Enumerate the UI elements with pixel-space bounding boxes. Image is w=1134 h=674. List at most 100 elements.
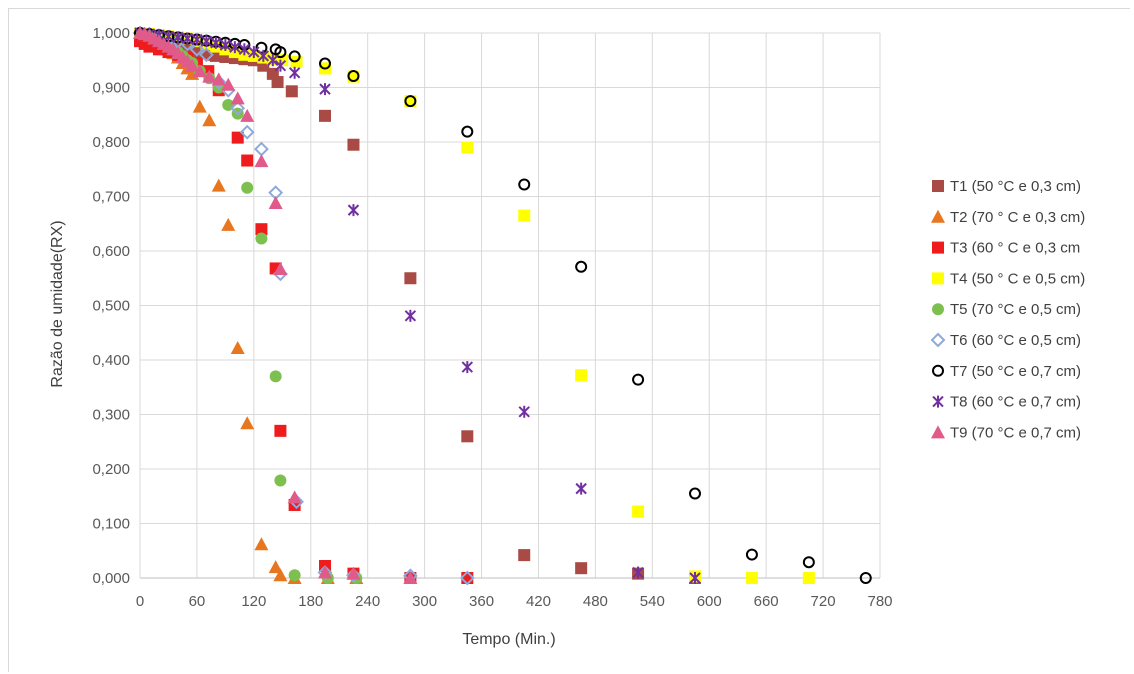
data-point (254, 537, 269, 551)
data-point (271, 76, 284, 89)
y-tick-label: 0,600 (92, 243, 130, 260)
data-point (221, 77, 236, 91)
data-point (257, 49, 270, 62)
legend-label: T8 (60 °C e 0,7 cm) (950, 394, 1081, 411)
data-point (241, 154, 254, 167)
data-point (274, 46, 287, 59)
data-point (240, 108, 255, 122)
data-point (461, 141, 474, 154)
data-point (347, 138, 360, 151)
x-tick-label: 720 (811, 593, 836, 610)
data-point (689, 572, 701, 584)
data-point (575, 482, 587, 495)
data-point (192, 99, 207, 113)
x-tick-label: 0 (136, 593, 144, 610)
data-point (518, 178, 531, 191)
legend-label: T6 (60 °C e 0,5 cm) (950, 332, 1081, 349)
x-tick-label: 180 (298, 593, 323, 610)
data-point (347, 70, 360, 83)
data-point (189, 41, 205, 57)
data-point (518, 549, 531, 562)
data-point (200, 35, 213, 48)
data-point (575, 369, 588, 382)
data-point (319, 57, 331, 70)
data-point (211, 72, 226, 86)
data-point (239, 124, 255, 140)
chart-frame (8, 8, 1130, 672)
x-tick-label: 300 (412, 593, 437, 610)
tick-labels: 0,000 0,100 0,200 0,300 0,400 0,500 0,600 0,700… (92, 25, 892, 610)
data-point (802, 572, 815, 584)
y-tick-label: 0,000 (92, 570, 130, 587)
data-point (248, 46, 260, 59)
data-point (346, 567, 361, 583)
data-point (192, 64, 207, 78)
data-point (518, 405, 530, 418)
data-point (240, 416, 255, 430)
data-point (267, 54, 279, 67)
y-axis-title: Razão de umidade(RX) (49, 220, 66, 387)
data-point (254, 154, 269, 168)
data-point (230, 91, 245, 105)
x-tick-label: 240 (355, 593, 380, 610)
data-point (202, 113, 217, 127)
y-tick-label: 0,100 (92, 516, 130, 533)
data-point (459, 570, 475, 586)
y-tick-label: 0,700 (92, 189, 130, 206)
x-tick-label: 540 (640, 593, 665, 610)
data-points (132, 25, 872, 586)
data-point (273, 568, 288, 582)
legend-label: T4 (50 ° C e 0,5 cm) (950, 270, 1085, 287)
data-point (461, 430, 474, 443)
legend-marker (931, 209, 945, 223)
y-tick-label: 0,800 (92, 134, 130, 151)
legend-label: T1 (50 °C e 0,3 cm) (950, 178, 1081, 195)
data-point (288, 569, 301, 582)
data-point (745, 572, 758, 584)
data-point (285, 85, 298, 98)
legend-label: T2 (70 ° C e 0,3 cm) (950, 209, 1085, 226)
data-point (229, 41, 241, 54)
data-point (461, 572, 474, 584)
series-t9 (133, 26, 418, 584)
data-point (347, 204, 360, 217)
data-point (404, 309, 417, 322)
data-point (255, 223, 268, 236)
data-point (255, 232, 268, 245)
data-point (221, 217, 236, 231)
data-point (346, 566, 361, 580)
data-point (257, 59, 270, 72)
data-point (404, 272, 417, 285)
data-point (219, 38, 232, 51)
data-point (287, 490, 302, 504)
x-tick-label: 600 (697, 593, 722, 610)
data-point (209, 49, 222, 62)
data-point (288, 66, 301, 79)
y-tick-label: 1,000 (92, 25, 130, 42)
data-point (575, 260, 588, 273)
legend-marker (932, 395, 944, 408)
data-point (185, 58, 200, 72)
data-point (319, 83, 331, 96)
data-point (172, 31, 184, 44)
data-point (632, 505, 645, 518)
x-tick-label: 420 (526, 593, 551, 610)
data-point (274, 59, 287, 72)
y-tick-label: 0,900 (92, 80, 130, 97)
data-point (273, 261, 288, 275)
data-point (403, 571, 418, 584)
gridlines (140, 32, 881, 578)
y-tick-label: 0,200 (92, 461, 130, 478)
data-point (241, 181, 254, 194)
data-point (859, 572, 872, 584)
x-tick-label: 360 (469, 593, 494, 610)
legend-marker (932, 272, 944, 285)
data-point (632, 373, 645, 386)
legend-marker (930, 332, 946, 348)
data-point (268, 196, 283, 210)
data-point (230, 341, 245, 355)
legend-marker (932, 303, 944, 316)
x-tick-label: 660 (754, 593, 779, 610)
data-point (689, 487, 701, 500)
